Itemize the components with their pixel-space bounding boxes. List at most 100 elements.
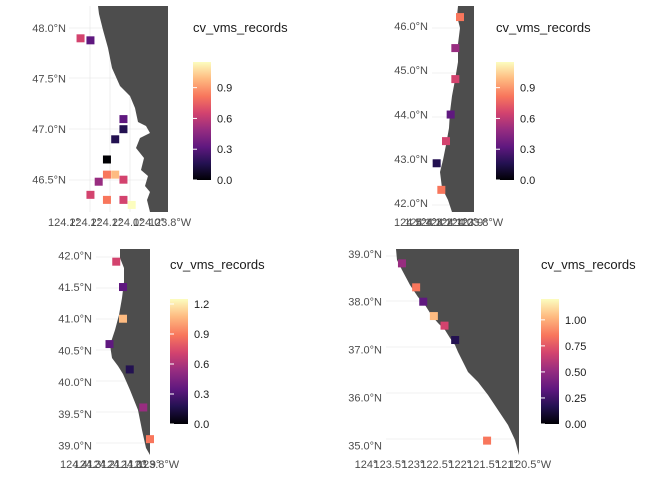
y-tick-label: 43.0°N <box>394 154 428 166</box>
legend-tick-label: 0.6 <box>217 113 232 125</box>
y-tick-label: 46.5°N <box>32 175 66 187</box>
color-scale-bar <box>170 299 188 424</box>
y-tick-label: 41.5°N <box>58 282 92 294</box>
vms-tile <box>146 435 154 444</box>
vms-tile <box>111 170 120 179</box>
vms-tile <box>451 336 460 345</box>
tiles-3 <box>105 257 154 444</box>
vms-tile <box>111 135 120 144</box>
vms-tile <box>119 314 127 323</box>
y-tick-label: 39.5°N <box>58 409 92 421</box>
vms-tile <box>105 340 114 349</box>
y-tick-label: 47.5°N <box>32 74 66 86</box>
x-tick-label: 124.0° <box>112 217 144 229</box>
y-tick-label: 42.0°N <box>58 250 92 262</box>
legend-tick-label: 0.00 <box>565 419 586 431</box>
legend-tick-label: 0.0 <box>194 419 209 431</box>
y-tick-label: 40.0°N <box>58 377 92 389</box>
color-scale-bar <box>496 62 514 180</box>
vms-tile <box>76 34 85 43</box>
x-tick-label: 123.8°W <box>461 217 504 229</box>
tiles-1 <box>76 34 136 209</box>
tiles-4 <box>397 259 492 445</box>
x-tick-label: 124.2° <box>48 217 80 229</box>
x-tick-label: 123° <box>401 459 424 471</box>
vms-tile <box>119 195 128 204</box>
x-tick-label: 124.1° <box>435 217 467 229</box>
x-tick-label: 124.0° <box>115 459 147 471</box>
legend-title: cv_vms_records <box>541 257 636 272</box>
x-tick-label: 122° <box>448 459 471 471</box>
y-tick-label: 38.0°N <box>348 297 382 309</box>
vms-tile <box>119 125 128 134</box>
vms-tile <box>429 312 438 321</box>
vms-tile <box>437 185 446 194</box>
x-tick-label: 121° <box>495 459 518 471</box>
vms-tile <box>112 257 121 266</box>
y-tick-label: 39.0°N <box>348 249 382 261</box>
tiles-2 <box>432 13 464 194</box>
x-tick-label: 123.8°W <box>149 217 192 229</box>
vms-tile <box>446 110 455 119</box>
vms-tile <box>419 297 428 306</box>
color-scale-bar <box>541 299 559 424</box>
x-tick-label: 120.5°W <box>509 459 552 471</box>
x-tick-label: 124.1° <box>101 459 133 471</box>
map-panel-bottom-left <box>96 249 154 455</box>
x-tick-label: 123.9° <box>128 459 160 471</box>
vms-tile <box>127 200 136 209</box>
vms-tile <box>397 259 406 268</box>
legend-title: cv_vms_records <box>496 20 591 35</box>
y-tick-label: 44.0°N <box>394 110 428 122</box>
y-tick-label: 42.0°N <box>394 198 428 210</box>
x-tick-label: 124° <box>355 459 378 471</box>
legend-tick-label: 0.3 <box>520 144 535 156</box>
y-tick-label: 35.0°N <box>348 440 382 452</box>
y-tick-label: 45.0°N <box>394 65 428 77</box>
y-tick-label: 40.5°N <box>58 345 92 357</box>
x-tick-label: 124.2° <box>90 217 122 229</box>
vms-tile <box>86 190 95 199</box>
vms-tile <box>440 321 449 330</box>
legend-tick-label: 0.6 <box>194 359 209 371</box>
vms-tile <box>102 155 111 164</box>
x-tick-label: 124.2° <box>87 459 119 471</box>
vms-tile <box>102 170 111 179</box>
vms-tile <box>119 115 128 124</box>
x-tick-label: 124.3° <box>415 217 447 229</box>
x-tick-label: 124.2° <box>69 217 101 229</box>
x-tick-label: 124.0° <box>445 217 477 229</box>
y-tick-label: 36.0°N <box>348 393 382 405</box>
legend-tick-label: 0.9 <box>194 329 209 341</box>
vms-tile <box>119 283 127 292</box>
map-panel-top-left <box>69 6 168 212</box>
vms-tile <box>102 195 111 204</box>
vms-tile <box>451 75 460 84</box>
x-tick-label: 124.3° <box>74 459 106 471</box>
x-tick-label: 124.5° <box>394 217 426 229</box>
land-shape <box>98 6 168 212</box>
legend-tick-label: 0.50 <box>565 367 586 379</box>
legend-tick-label: 0.25 <box>565 393 586 405</box>
vms-tile <box>139 403 148 412</box>
x-tick-label: 123.8°W <box>137 459 180 471</box>
vms-tile <box>456 13 464 22</box>
vms-tile <box>94 177 103 186</box>
y-tick-label: 39.0°N <box>58 440 92 452</box>
legend-tick-label: 1.2 <box>194 299 209 311</box>
x-tick-label: 123.5° <box>373 459 405 471</box>
map-panel-top-right <box>432 6 474 212</box>
vms-tile <box>86 36 95 45</box>
legend-tick-label: 0.9 <box>217 83 232 95</box>
legend-title: cv_vms_records <box>170 257 265 272</box>
legend-tick-label: 0.3 <box>194 389 209 401</box>
y-tick-label: 46.0°N <box>394 21 428 33</box>
x-tick-label: 123.9° <box>456 217 488 229</box>
x-tick-label: 124.4° <box>60 459 92 471</box>
x-tick-label: 124.4° <box>404 217 436 229</box>
color-scale-bar <box>193 62 211 180</box>
vms-tile <box>119 175 128 184</box>
x-tick-label: 122.5° <box>420 459 452 471</box>
text-layer: 48.0°N47.5°N47.0°N46.5°N124.2°124.2°124.… <box>32 20 636 471</box>
